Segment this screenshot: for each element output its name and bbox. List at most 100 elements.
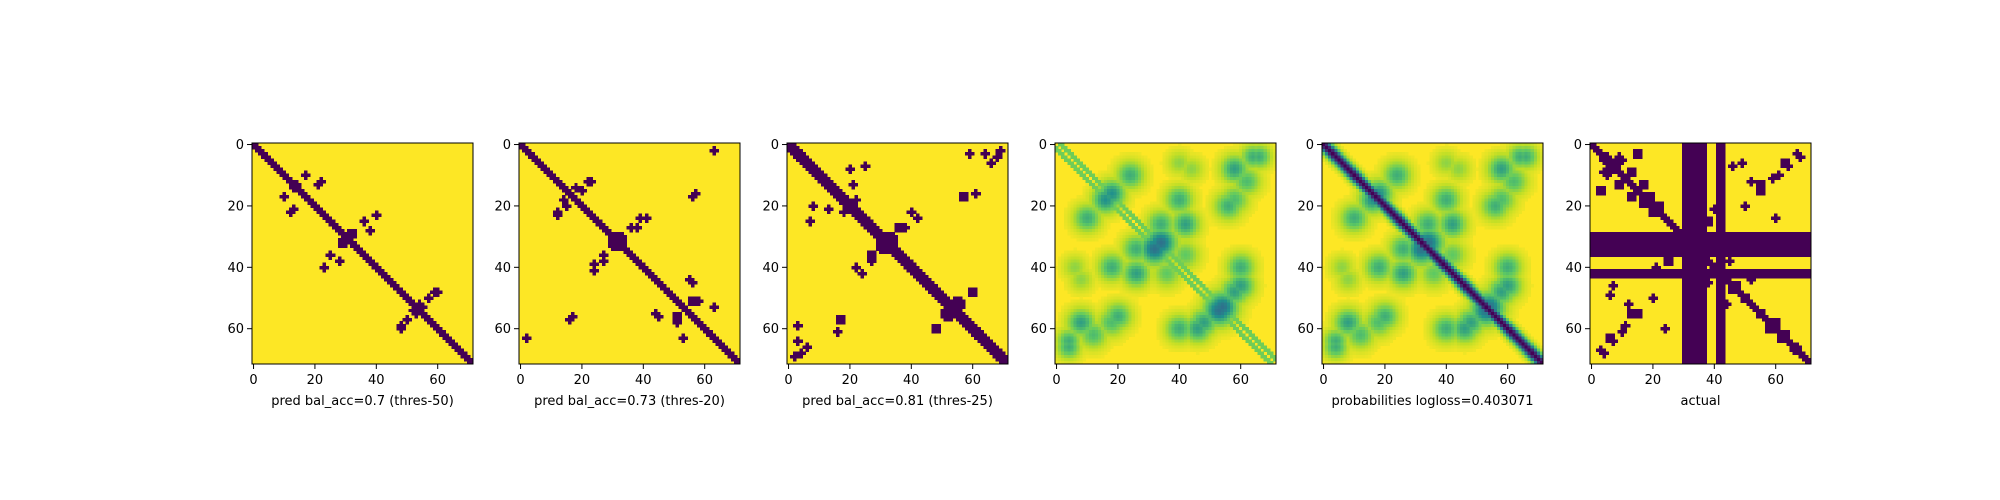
heatmap-cell [1223, 170, 1228, 175]
heatmap-cell [1254, 204, 1258, 208]
heatmap-cell [1248, 167, 1252, 172]
heatmap-cell [706, 333, 710, 337]
heatmap-cell [1162, 247, 1166, 251]
y-tick-label: 60 [762, 322, 779, 337]
heatmap-cell [1119, 265, 1123, 270]
heatmap-cell [1199, 201, 1203, 205]
heatmap-cell [1079, 161, 1084, 165]
heatmap-cell [1168, 219, 1173, 224]
heatmap-cell [1128, 305, 1133, 310]
heatmap-cell [1199, 241, 1203, 245]
heatmap-cell [1125, 176, 1130, 181]
heatmap-cell [519, 146, 523, 150]
heatmap-cell [796, 336, 800, 340]
heatmap-cell [1079, 225, 1084, 230]
heatmap-cell [1211, 321, 1216, 325]
heatmap-cell [1067, 324, 1071, 328]
heatmap-cell [1110, 333, 1114, 337]
heatmap-cell [1076, 336, 1080, 340]
heatmap-cell [1205, 250, 1209, 254]
heatmap-cell [1254, 247, 1258, 251]
heatmap-cell [561, 189, 566, 193]
heatmap-cell [1165, 278, 1169, 282]
heatmap-cell [1193, 274, 1197, 279]
heatmap-cell [958, 305, 963, 310]
heatmap-cell [1079, 281, 1084, 285]
heatmap-cell [1223, 204, 1228, 208]
heatmap-cell [1165, 207, 1169, 211]
heatmap-cell [313, 204, 317, 208]
heatmap-cell [1236, 262, 1240, 267]
heatmap-cell [1110, 253, 1114, 257]
heatmap-cell [863, 216, 868, 221]
heatmap-cell [1193, 324, 1197, 328]
heatmap-cell [1104, 170, 1108, 175]
heatmap-cell [586, 210, 590, 214]
heatmap-cell [1064, 287, 1068, 291]
heatmap-cell [915, 274, 920, 279]
heatmap-cell [1113, 284, 1117, 288]
heatmap-cell [638, 265, 643, 270]
heatmap-cell [377, 213, 382, 218]
heatmap-cell [426, 296, 431, 300]
heatmap-cell [1156, 321, 1160, 325]
heatmap-cell [1131, 250, 1136, 254]
heatmap-cell [1199, 173, 1203, 178]
heatmap-cell [1190, 179, 1194, 184]
heatmap-cell [1174, 232, 1179, 236]
heatmap-cell [1076, 268, 1080, 273]
heatmap-cell [989, 161, 994, 165]
heatmap-cell [1082, 192, 1087, 196]
heatmap-cell [1085, 185, 1090, 190]
heatmap-cell [1180, 308, 1185, 313]
heatmap-cell [589, 268, 594, 273]
heatmap-cell [1233, 216, 1237, 221]
heatmap-cell [1116, 330, 1120, 334]
heatmap-cell [1085, 198, 1090, 202]
heatmap-cell [1107, 176, 1111, 181]
heatmap-cell [811, 201, 816, 205]
heatmap-cell [1110, 213, 1114, 218]
heatmap-cell [1223, 201, 1228, 205]
heatmap-cell [1067, 357, 1071, 362]
heatmap-cell [1239, 164, 1243, 168]
heatmap-cell [1245, 296, 1249, 300]
heatmap-cell [1104, 222, 1108, 227]
heatmap-cell [1147, 244, 1151, 248]
heatmap-cell [1159, 244, 1163, 248]
heatmap-cell [328, 253, 333, 257]
heatmap-cell [1248, 146, 1252, 150]
heatmap-cell [298, 189, 302, 193]
heatmap-cell [1067, 213, 1071, 218]
heatmap-cell [799, 155, 803, 159]
heatmap-cell [1140, 235, 1145, 239]
heatmap-cell [1085, 210, 1090, 214]
heatmap-cell [1147, 247, 1151, 251]
heatmap-cell [1183, 278, 1188, 282]
heatmap-cell [854, 182, 858, 187]
heatmap-cell [334, 222, 339, 227]
heatmap-cell [965, 317, 969, 322]
heatmap-cell [1183, 170, 1188, 175]
heatmap-cell [826, 210, 831, 214]
heatmap-cell [525, 149, 529, 153]
heatmap-cell [1147, 265, 1151, 270]
heatmap-cell [1097, 281, 1102, 285]
heatmap-cell [1094, 336, 1099, 340]
heatmap-cell [288, 207, 293, 211]
heatmap-cell [1202, 179, 1206, 184]
heatmap-cell [1254, 348, 1258, 353]
heatmap-cell [1085, 219, 1090, 224]
heatmap-cell [1223, 265, 1228, 270]
heatmap-cell [866, 219, 871, 224]
heatmap-cell [580, 207, 584, 211]
heatmap-cell [1156, 317, 1160, 322]
heatmap-cell [1245, 149, 1249, 153]
heatmap-cell [1153, 222, 1157, 227]
heatmap-cell [1091, 327, 1096, 331]
heatmap-cell [1128, 290, 1133, 294]
heatmap-cell [1162, 167, 1166, 172]
heatmap-cell [1177, 149, 1182, 153]
heatmap-cell [1239, 317, 1243, 322]
heatmap-cell [928, 284, 932, 288]
